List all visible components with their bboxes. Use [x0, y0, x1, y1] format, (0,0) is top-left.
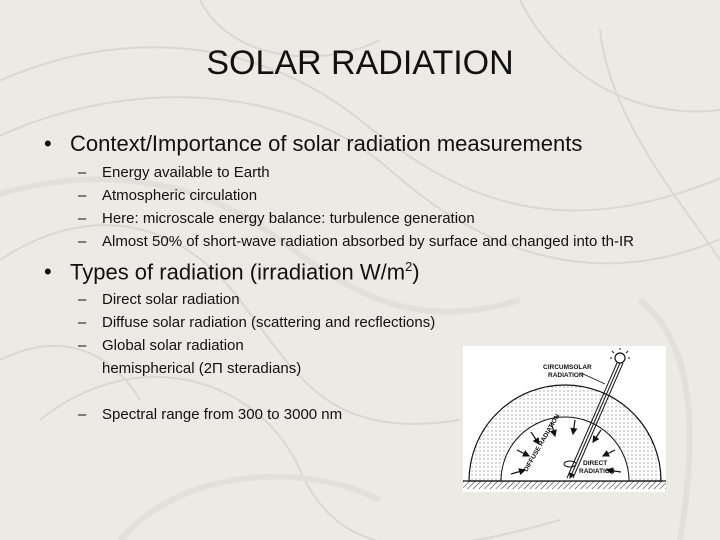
circumsolar-label-2: RADIATION	[548, 372, 584, 379]
context-heading: Context/Importance of solar radiation me…	[70, 131, 583, 156]
list-item-text: Energy available to Earth	[102, 164, 270, 181]
dash-icon: –	[78, 291, 87, 308]
direct-label-2: RADIATION	[579, 468, 615, 475]
list-item-text: Atmospheric circulation	[102, 187, 258, 204]
direct-beam	[563, 362, 624, 479]
bullet-icon: •	[44, 259, 52, 284]
superscript-2: 2	[405, 259, 413, 274]
diffuse-arrows	[510, 419, 622, 476]
slide-title: SOLAR RADIATION	[206, 44, 514, 82]
dash-icon: –	[78, 337, 87, 354]
dash-icon: –	[78, 187, 87, 204]
hemispherical-note: hemispherical (2Π steradians)	[102, 360, 302, 377]
dash-icon: –	[78, 314, 87, 331]
dash-icon: –	[78, 164, 87, 181]
dash-icon: –	[78, 233, 87, 250]
list-item-text: Diffuse solar radiation (scattering and …	[102, 314, 436, 331]
radiation-diagram: CIRCUMSOLAR RADIATION DIFFUSE RADIATION …	[463, 346, 666, 492]
bullet-icon: •	[44, 131, 52, 156]
radiation-diagram-svg: CIRCUMSOLAR RADIATION DIFFUSE RADIATION …	[463, 348, 666, 489]
list-item-text: Global solar radiation	[102, 337, 244, 354]
types-heading-main: Types of radiation (irradiation W/m	[70, 259, 406, 285]
types-heading-end: )	[412, 259, 420, 285]
dash-icon: –	[78, 406, 87, 423]
circumsolar-label-1: CIRCUMSOLAR	[543, 364, 592, 371]
sun-icon	[610, 348, 630, 364]
inner-hemisphere	[500, 416, 630, 482]
types-heading: Types of radiation (irradiation W/m2)	[70, 259, 420, 285]
dash-icon: –	[78, 210, 87, 227]
direct-label-1: DIRECT	[583, 460, 607, 467]
list-item-text: Almost 50% of short-wave radiation absor…	[102, 233, 634, 250]
list-item-text: Spectral range from 300 to 3000 nm	[102, 406, 343, 423]
list-item-text: Direct solar radiation	[102, 291, 240, 308]
list-item-text: Here: microscale energy balance: turbule…	[102, 210, 475, 227]
ground-hatch	[463, 481, 666, 489]
